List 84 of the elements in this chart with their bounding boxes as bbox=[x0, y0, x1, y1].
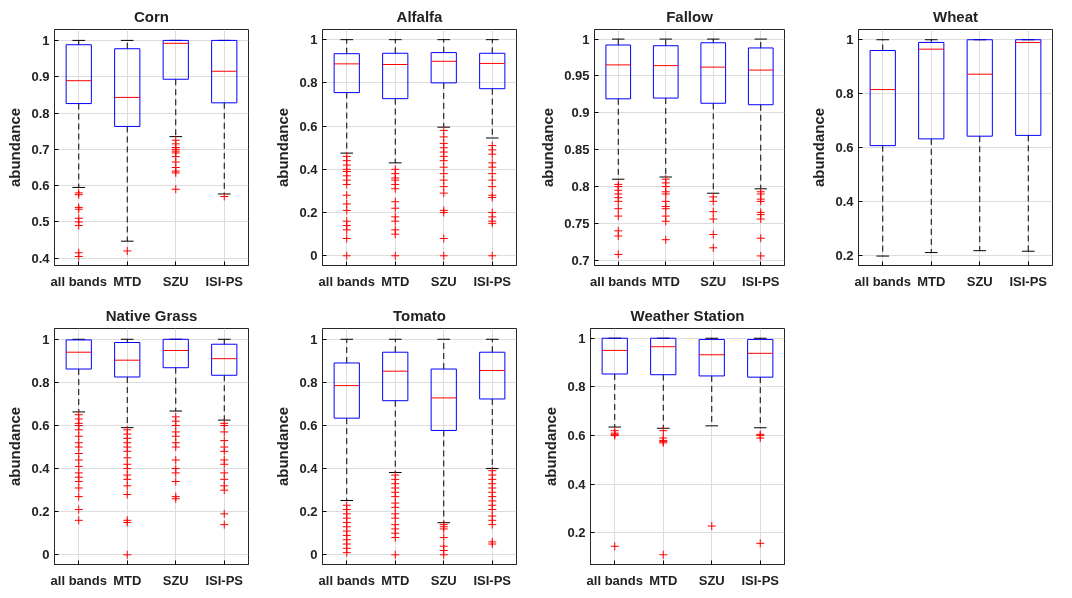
y-tick-label: 0.4 bbox=[31, 461, 51, 477]
y-tick-label: 0.7 bbox=[31, 141, 50, 157]
chart-title: Corn bbox=[134, 7, 169, 25]
y-tick-label: 0.9 bbox=[31, 69, 50, 85]
y-tick-label: 1 bbox=[578, 330, 586, 346]
x-tick-label: ISI-PS bbox=[741, 273, 780, 289]
y-tick-label: 0.2 bbox=[567, 525, 586, 541]
y-tick-label: 0.4 bbox=[299, 461, 319, 477]
y-tick-label: 0.75 bbox=[564, 215, 590, 231]
x-tick-label: all bands bbox=[318, 572, 375, 588]
x-tick-label: ISI-PS bbox=[1009, 273, 1048, 289]
y-tick-label: 1 bbox=[42, 32, 50, 48]
y-tick-label: 0 bbox=[310, 547, 318, 563]
y-axis-title: abundance bbox=[539, 107, 557, 188]
y-tick-label: 0.5 bbox=[31, 214, 50, 230]
y-tick-label: 0.2 bbox=[299, 504, 318, 520]
x-tick-label: SZU bbox=[698, 572, 725, 588]
y-tick-label: 0.8 bbox=[567, 379, 586, 395]
x-tick-label: ISI-PS bbox=[205, 572, 244, 588]
y-tick-label: 0.8 bbox=[31, 374, 50, 390]
x-tick-label: MTD bbox=[113, 273, 142, 289]
chart-title: Wheat bbox=[933, 7, 978, 25]
x-tick-label: MTD bbox=[651, 273, 680, 289]
y-axis-title: abundance bbox=[6, 107, 24, 188]
y-axis-title: abundance bbox=[274, 406, 292, 487]
x-tick-label: all bands bbox=[854, 273, 911, 289]
x-tick-label: SZU bbox=[966, 273, 993, 289]
y-axis-title: abundance bbox=[274, 107, 292, 188]
x-tick-label: SZU bbox=[430, 572, 457, 588]
y-tick-label: 0.6 bbox=[835, 140, 854, 155]
x-tick-label: ISI-PS bbox=[205, 273, 244, 289]
x-tick-label: MTD bbox=[649, 572, 678, 588]
y-tick-label: 0.6 bbox=[31, 417, 50, 433]
y-axis-title: abundance bbox=[542, 406, 560, 487]
y-tick-label: 0.6 bbox=[31, 178, 50, 194]
chart-title: Alfalfa bbox=[396, 7, 444, 25]
y-tick-label: 0.6 bbox=[567, 428, 586, 444]
y-tick-label: 1 bbox=[310, 331, 318, 347]
y-tick-label: 0.8 bbox=[299, 75, 318, 91]
y-tick-label: 0.6 bbox=[299, 417, 318, 433]
y-tick-label: 0.8 bbox=[835, 86, 854, 102]
y-tick-label: 0.4 bbox=[299, 161, 319, 177]
y-tick-label: 0.7 bbox=[571, 252, 590, 268]
y-tick-label: 0 bbox=[310, 248, 318, 264]
chart-title: Fallow bbox=[666, 7, 714, 25]
y-tick-label: 0.4 bbox=[567, 476, 587, 492]
x-tick-label: all bands bbox=[318, 273, 375, 289]
y-tick-label: 0.2 bbox=[835, 247, 854, 263]
x-tick-label: all bands bbox=[586, 572, 643, 588]
chart-title: Tomato bbox=[392, 306, 447, 324]
y-tick-label: 0 bbox=[42, 547, 50, 563]
chart-title: Native Grass bbox=[105, 306, 198, 324]
x-tick-label: ISI-PS bbox=[741, 572, 780, 588]
y-tick-label: 0.85 bbox=[564, 142, 590, 158]
y-tick-label: 1 bbox=[310, 32, 318, 48]
x-tick-label: SZU bbox=[430, 273, 457, 289]
x-tick-label: SZU bbox=[162, 273, 189, 289]
chart-title: Weather Station bbox=[630, 306, 745, 324]
x-tick-label: MTD bbox=[917, 273, 946, 289]
x-tick-label: MTD bbox=[381, 572, 410, 588]
x-tick-label: MTD bbox=[381, 273, 410, 289]
y-axis-title: abundance bbox=[810, 107, 828, 188]
x-tick-label: ISI-PS bbox=[473, 273, 512, 289]
y-axis-title: abundance bbox=[6, 406, 24, 487]
y-tick-label: 0.95 bbox=[564, 68, 590, 84]
y-tick-label: 0.9 bbox=[571, 105, 590, 121]
y-tick-label: 0.4 bbox=[31, 250, 51, 266]
x-tick-label: all bands bbox=[590, 273, 647, 289]
y-tick-label: 1 bbox=[42, 331, 50, 347]
y-tick-label: 0.4 bbox=[835, 193, 855, 209]
y-tick-label: 0.6 bbox=[299, 118, 318, 134]
y-tick-label: 1 bbox=[582, 31, 590, 47]
x-tick-label: all bands bbox=[50, 273, 107, 289]
y-tick-label: 1 bbox=[846, 32, 854, 48]
y-tick-label: 0.8 bbox=[31, 105, 50, 121]
y-tick-label: 0.2 bbox=[31, 504, 50, 520]
x-tick-label: ISI-PS bbox=[473, 572, 512, 588]
x-tick-label: MTD bbox=[113, 572, 142, 588]
y-tick-label: 0.8 bbox=[571, 179, 590, 195]
y-tick-label: 0.8 bbox=[299, 374, 318, 390]
y-tick-label: 0.2 bbox=[299, 205, 318, 221]
x-tick-label: SZU bbox=[162, 572, 189, 588]
x-tick-label: all bands bbox=[50, 572, 107, 588]
x-tick-label: SZU bbox=[700, 273, 727, 289]
